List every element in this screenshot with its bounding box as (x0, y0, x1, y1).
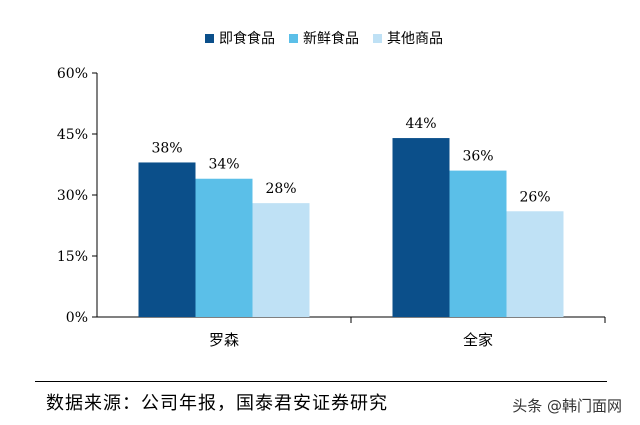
bar (392, 138, 450, 317)
legend: 即食食品 新鲜食品 其他商品 (205, 28, 443, 48)
y-tick-label: 45% (57, 127, 88, 143)
x-tick-label: 全家 (463, 331, 493, 349)
legend-swatch-fresh-food (289, 33, 298, 43)
bar-value-label: 28% (265, 181, 296, 197)
bar (506, 211, 564, 317)
legend-label-other-goods: 其他商品 (387, 31, 443, 47)
footer-divider (35, 381, 607, 382)
source-note: 数据来源：公司年报，国泰君安证券研究 (46, 393, 388, 414)
bar-value-label: 44% (405, 116, 436, 132)
bar (138, 162, 196, 317)
bar (252, 203, 310, 317)
bar-value-label: 38% (151, 140, 182, 156)
y-tick-label: 60% (57, 66, 88, 82)
legend-swatch-instant-food (205, 33, 214, 43)
bar (449, 170, 507, 317)
y-tick-label: 15% (57, 249, 88, 265)
chart: 0% 15% 30% 45% 60% 38% 34% 28% 罗森 44% 36% 26% 全家 (57, 66, 606, 349)
y-tick-label: 0% (66, 310, 88, 326)
x-tick-label: 罗森 (209, 331, 239, 349)
legend-swatch-other-goods (373, 33, 382, 43)
bar-value-label: 34% (208, 157, 239, 173)
bar-value-label: 36% (462, 149, 493, 165)
legend-item-instant-food: 即食食品 (205, 28, 275, 48)
bar (195, 178, 253, 317)
legend-item-other-goods: 其他商品 (373, 28, 443, 48)
legend-label-fresh-food: 新鲜食品 (303, 31, 359, 47)
legend-label-instant-food: 即食食品 (219, 31, 275, 47)
watermark: 头条 @韩门面网 (512, 397, 622, 415)
y-tick-label: 30% (57, 188, 88, 204)
bar-value-label: 26% (519, 189, 550, 205)
legend-item-fresh-food: 新鲜食品 (289, 28, 359, 48)
